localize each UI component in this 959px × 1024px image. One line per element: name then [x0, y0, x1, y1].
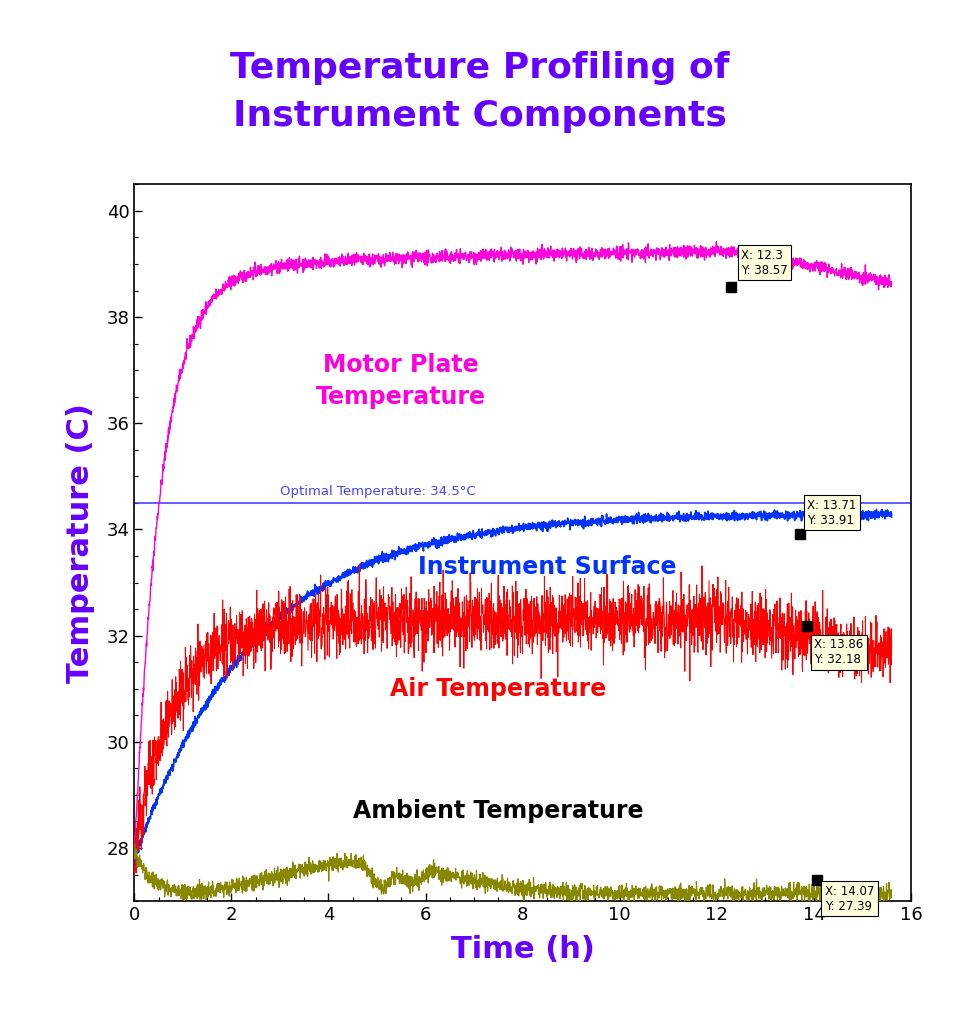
Text: Instrument Surface: Instrument Surface: [418, 555, 676, 579]
Text: Temperature Profiling of
Instrument Components: Temperature Profiling of Instrument Comp…: [230, 51, 729, 133]
Text: X: 13.71
Y: 33.91: X: 13.71 Y: 33.91: [807, 499, 856, 526]
Y-axis label: Temperature (C): Temperature (C): [66, 402, 95, 683]
Text: Optimal Temperature: 34.5°C: Optimal Temperature: 34.5°C: [280, 485, 476, 498]
Text: X: 13.86
Y: 32.18: X: 13.86 Y: 32.18: [814, 638, 864, 667]
Text: Motor Plate
Temperature: Motor Plate Temperature: [316, 353, 486, 409]
Text: X: 12.3
Y: 38.57: X: 12.3 Y: 38.57: [741, 249, 788, 276]
Text: Ambient Temperature: Ambient Temperature: [353, 799, 643, 823]
X-axis label: Time (h): Time (h): [451, 935, 595, 964]
Text: Air Temperature: Air Temperature: [390, 677, 606, 700]
Text: X: 14.07
Y: 27.39: X: 14.07 Y: 27.39: [825, 885, 874, 912]
